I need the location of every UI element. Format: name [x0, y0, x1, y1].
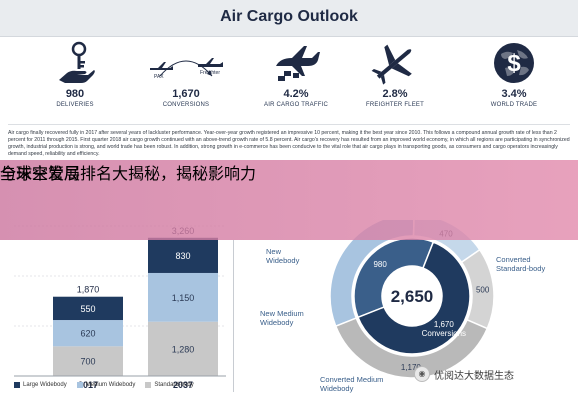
- donut-chart: 2,6509801,670Conversions4705001,170NewWi…: [260, 220, 545, 393]
- center-value: 2,650: [391, 287, 434, 306]
- title-banner: [0, 160, 578, 240]
- slice-label: 980: [373, 260, 387, 269]
- banner-line-1: 全球空管局排名大揭秘，揭秘影响力: [0, 166, 257, 183]
- wechat-icon: ◉: [414, 366, 430, 382]
- kpi-air-cargo-traffic: 4.2% AIR CARGO TRAFFIC: [241, 40, 351, 108]
- kpi-value: 1,670: [172, 88, 200, 100]
- hand-key-icon: [59, 41, 95, 83]
- slice-label: 500: [476, 285, 490, 294]
- kpi-label: DELIVERIES: [56, 102, 94, 108]
- legend-item: Large Widebody: [14, 382, 67, 388]
- svg-text:$: $: [507, 50, 521, 77]
- kpi-label: AIR CARGO TRAFFIC: [264, 102, 328, 108]
- callout-label: Widebody: [320, 384, 354, 393]
- bar-value-label: 1,150: [172, 293, 195, 303]
- kpi-value: 4.2%: [283, 88, 309, 100]
- intro-paragraph: Air cargo finally recovered fully in 201…: [8, 130, 570, 157]
- legend-item: Medium Widebody: [76, 382, 135, 388]
- kpi-value: 3.4%: [501, 88, 527, 100]
- pax-label: PAX: [154, 74, 164, 80]
- outer-slice: [334, 317, 489, 379]
- inner-slice: [353, 237, 435, 319]
- section-divider: [233, 240, 234, 392]
- bar-segment: [53, 320, 123, 347]
- kpi-world-trade: $ 3.4% WORLD TRADE: [459, 40, 569, 108]
- slice-label: 1,170: [401, 363, 422, 372]
- banner-line-2: 与未来发展: [0, 166, 81, 183]
- dollar-globe-icon: $: [494, 43, 534, 83]
- kpi-value: 980: [65, 88, 85, 100]
- bar-total-label: 1,870: [77, 285, 100, 295]
- pax-freighter-icon: PAX Freighter: [150, 58, 223, 80]
- watermark: ◉ 优阅达大数据生态: [414, 366, 514, 382]
- watermark-text: 优阅达大数据生态: [434, 370, 514, 382]
- legend-item: Standard-body: [145, 382, 194, 388]
- page-title: Air Cargo Outlook: [220, 8, 358, 25]
- callout-label: New Medium: [260, 309, 304, 318]
- bar-segment: [148, 272, 218, 322]
- kpi-freighter-fleet: 2.8% FREIGHTER FLEET: [340, 40, 450, 108]
- kpi-value: 2.8%: [382, 88, 408, 100]
- callout-label: Widebody: [260, 318, 294, 327]
- bar-value-label: 830: [175, 251, 190, 261]
- inner-slice: [357, 241, 471, 355]
- bar-value-label: 620: [80, 329, 95, 339]
- kpi-deliveries: 980 DELIVERIES: [20, 40, 130, 108]
- x-tick-label: 2017: [78, 380, 98, 390]
- outer-slice: [329, 220, 415, 328]
- header: Air Cargo Outlook: [0, 0, 578, 37]
- callout-label: Converted Medium: [320, 375, 383, 384]
- callout-label: Converted: [496, 255, 531, 264]
- bar-segment: [53, 346, 123, 376]
- callout-label: Widebody: [266, 256, 300, 265]
- bar-segment: [148, 321, 218, 376]
- callout-label: New: [266, 247, 282, 256]
- freighter-label: Freighter: [200, 70, 220, 76]
- kpi-label: CONVERSIONS: [162, 102, 210, 108]
- bar-value-label: 700: [80, 357, 95, 367]
- bar-value-label: 550: [80, 304, 95, 314]
- slice-label: Conversions: [422, 329, 466, 338]
- cargo-plane-icon: [276, 46, 320, 81]
- x-tick-label: 2037: [173, 380, 193, 390]
- bar-legend: Large Widebody Medium Widebody Standard-…: [14, 382, 194, 388]
- divider: [8, 124, 570, 125]
- kpi-conversions: PAX Freighter 1,670 CONVERSIONS: [131, 40, 241, 108]
- callout-label: Standard-body: [496, 264, 545, 273]
- kpi-label: WORLD TRADE: [490, 102, 538, 108]
- donut-center: [383, 267, 441, 325]
- airplane-icon: [371, 44, 412, 85]
- bar-value-label: 1,280: [172, 344, 195, 354]
- kpi-label: FREIGHTER FLEET: [365, 102, 424, 108]
- bar-segment: [148, 237, 218, 273]
- bar-segment: [53, 296, 123, 321]
- slice-label: 1,670: [434, 320, 455, 329]
